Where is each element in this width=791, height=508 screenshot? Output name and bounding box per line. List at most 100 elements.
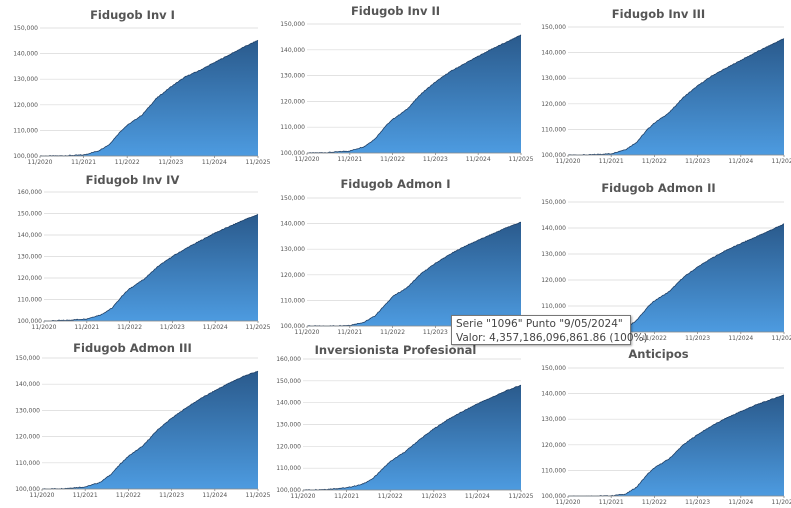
x-tick-label: 11/2022: [380, 156, 405, 163]
tooltip-series-point: Serie "1096" Punto "9/05/2024": [456, 318, 623, 330]
series-area[interactable]: [568, 394, 784, 496]
y-tick-label: 140,000: [280, 221, 305, 228]
series-line: [39, 39, 259, 157]
chart-title: Fidugob Inv I: [90, 8, 175, 22]
x-tick-label: 11/2022: [380, 329, 405, 336]
x-tick-label: 11/2021: [334, 493, 359, 500]
series-area[interactable]: [307, 222, 521, 326]
tooltip-value: Valor: 4,357,186,096,861.86 (100%): [456, 332, 648, 344]
x-tick-label: 11/2024: [466, 156, 491, 163]
y-tick-label: 150,000: [13, 25, 38, 32]
x-tick-label: 11/2025: [772, 499, 791, 506]
x-tick-label: 11/2020: [30, 492, 55, 499]
series-line: [307, 34, 522, 154]
y-tick-label: 150,000: [541, 199, 566, 206]
y-tick-label: 110,000: [280, 124, 305, 131]
series-line: [43, 214, 259, 322]
x-tick-label: 11/2024: [728, 499, 753, 506]
area-chart: 100,000110,000120,000130,000140,000150,0…: [280, 21, 533, 163]
y-tick-label: 150,000: [541, 365, 566, 372]
y-tick-label: 100,000: [17, 318, 42, 325]
y-tick-label: 130,000: [541, 416, 566, 423]
y-tick-label: 110,000: [276, 465, 301, 472]
y-tick-label: 120,000: [276, 443, 301, 450]
y-tick-label: 110,000: [541, 126, 566, 133]
area-chart: 100,000110,000120,000130,000140,000150,0…: [541, 24, 791, 165]
series-line: [567, 38, 785, 156]
y-tick-label: 120,000: [280, 98, 305, 105]
y-tick-label: 120,000: [541, 101, 566, 108]
x-tick-label: 11/2021: [599, 499, 624, 506]
y-tick-label: 120,000: [280, 272, 305, 279]
chart-title: Fidugob Inv II: [350, 4, 441, 18]
y-tick-label: 110,000: [541, 303, 566, 310]
x-tick-label: 11/2025: [246, 492, 271, 499]
x-tick-label: 11/2025: [509, 493, 534, 500]
y-tick-label: 140,000: [541, 50, 566, 57]
x-tick-label: 11/2024: [202, 492, 227, 499]
y-tick-label: 130,000: [280, 246, 305, 253]
x-tick-label: 11/2023: [421, 493, 446, 500]
x-tick-label: 11/2025: [772, 335, 791, 342]
series-area[interactable]: [307, 34, 521, 153]
y-tick-label: 130,000: [17, 254, 42, 261]
area-chart: 100,000 110,000 120,000 130,000 140,000 150,0…: [280, 195, 533, 336]
series-area[interactable]: [44, 214, 258, 321]
y-tick-label: 100,000: [276, 487, 301, 494]
x-tick-label: 11/2024: [728, 158, 753, 165]
x-tick-label: 11/2023: [159, 492, 184, 499]
y-tick-label: 100,000: [541, 493, 566, 500]
y-tick-label: 130,000: [13, 76, 38, 83]
x-tick-label: 11/2023: [685, 335, 710, 342]
x-tick-label: 11/2022: [115, 159, 140, 166]
x-tick-label: 11/2025: [246, 324, 271, 331]
chart-title: Fidugob Admon I: [340, 177, 451, 191]
x-tick-label: 11/2025: [772, 158, 791, 165]
chart-panel-fidugob-inv-ii: Fidugob Inv II 100,000 110,000 120,000 130,…: [263, 0, 533, 170]
y-tick-label: 150,000: [15, 355, 40, 362]
x-tick-label: 11/2020: [556, 499, 581, 506]
area-chart: 100,000110,000120,000130,000140,000150,0…: [541, 365, 791, 506]
y-tick-label: 140,000: [13, 51, 38, 58]
x-tick-label: 11/2022: [642, 158, 667, 165]
area-chart: 100,000110,000120,000130,000140,000150,0…: [541, 199, 791, 342]
x-tick-label: 11/2021: [73, 492, 98, 499]
series-area[interactable]: [40, 40, 258, 157]
x-tick-label: 11/2023: [685, 158, 710, 165]
series-area[interactable]: [42, 371, 258, 489]
area-chart: 100,000110,000120,000130,000140,000150,0…: [17, 189, 270, 331]
chart-title: Inversionista Profesional: [314, 343, 477, 357]
y-tick-label: 150,000: [280, 21, 305, 28]
series-line: [42, 370, 259, 490]
x-tick-label: 11/2023: [158, 159, 183, 166]
area-chart: 100,000110,000120,000130,000140,000150,0…: [276, 356, 533, 500]
series-area[interactable]: [568, 38, 784, 155]
y-tick-label: 100,000: [541, 152, 566, 159]
x-tick-label: 11/2020: [295, 329, 320, 336]
area-chart: 100,000110,000120,000130,000140,000150,0…: [13, 25, 270, 166]
chart-panel-fidugob-admon-i: Fidugob Admon I 100,000 110,000 120,000 130…: [263, 170, 533, 338]
series-area[interactable]: [568, 223, 784, 332]
x-tick-label: 11/2022: [116, 492, 141, 499]
x-tick-label: 11/2022: [642, 335, 667, 342]
x-tick-label: 11/2024: [728, 335, 753, 342]
chart-panel-fidugob-admon-iii: Fidugob Admon III 100,000 110,000 120,000 1…: [0, 338, 270, 508]
y-tick-label: 130,000: [541, 75, 566, 82]
y-tick-label: 100,000: [280, 150, 305, 157]
y-tick-label: 150,000: [17, 211, 42, 218]
x-tick-label: 11/2023: [685, 499, 710, 506]
y-tick-label: 100,000: [280, 323, 305, 330]
y-tick-label: 110,000: [541, 467, 566, 474]
x-tick-label: 11/2025: [246, 159, 271, 166]
x-tick-label: 11/2020: [556, 158, 581, 165]
x-tick-label: 11/2025: [509, 156, 534, 163]
x-tick-label: 11/2020: [295, 156, 320, 163]
chart-title: Anticipos: [628, 347, 689, 361]
series-line: [303, 384, 522, 491]
data-point-tooltip: Serie "1096" Punto "9/05/2024" Valor: 4,…: [451, 315, 648, 345]
x-tick-label: 11/2023: [423, 156, 448, 163]
series-area[interactable]: [303, 385, 521, 490]
y-tick-label: 110,000: [280, 297, 305, 304]
y-tick-label: 100,000: [13, 153, 38, 160]
y-tick-label: 150,000: [280, 195, 305, 202]
